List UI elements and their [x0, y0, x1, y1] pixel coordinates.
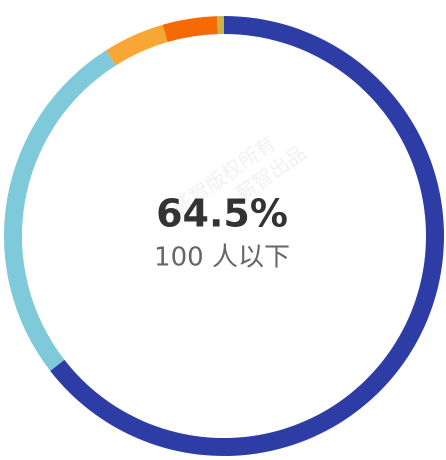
- donut-segment: [162, 16, 218, 43]
- donut-segment: [50, 16, 445, 457]
- donut-segment: [217, 16, 224, 35]
- donut-segment: [106, 24, 168, 66]
- donut-segment: [4, 50, 116, 371]
- center-value: 64.5%: [156, 192, 288, 236]
- center-label: 100 人以下: [154, 243, 290, 273]
- donut-ring: [4, 16, 445, 457]
